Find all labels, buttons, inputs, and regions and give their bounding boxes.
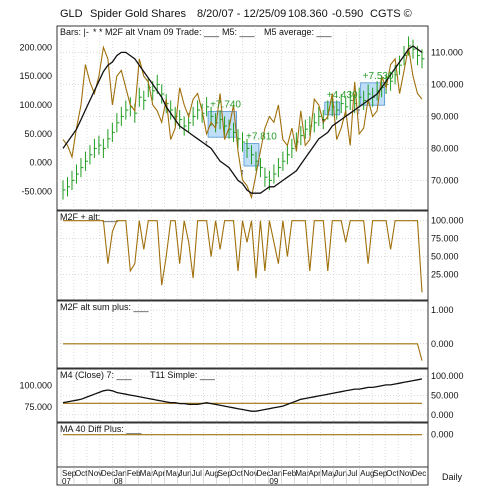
last-price: 108.360 bbox=[288, 8, 328, 20]
left-axis-tick: 50.000 bbox=[24, 129, 52, 139]
legend-entry: M5: ___ bbox=[222, 27, 256, 37]
x-month-label: Sep bbox=[218, 469, 233, 478]
trade-gain-label: +4.430 bbox=[327, 90, 358, 101]
price-change: -0.590 bbox=[332, 8, 363, 20]
right-axis-tick: 100.000 bbox=[431, 79, 464, 89]
series-line bbox=[62, 378, 423, 412]
panel-2: 100.000 75.000 50.000 25.000 M2F + alt: ___ bbox=[56, 210, 464, 301]
x-month-label: Aug bbox=[205, 469, 219, 478]
x-month-label: Dec bbox=[412, 469, 426, 478]
x-month-label: Oct bbox=[386, 469, 399, 478]
legend-entry: Bars: |- bbox=[60, 27, 89, 37]
right-axis-tick: 50.000 bbox=[431, 391, 459, 401]
trade-gain-label: +7.530 bbox=[363, 71, 394, 82]
right-axis-tick: 110.000 bbox=[431, 47, 463, 57]
right-axis-tick: 100.000 bbox=[431, 216, 464, 226]
x-month-label: Oct bbox=[75, 469, 88, 478]
x-month-label: Aug bbox=[360, 469, 374, 478]
chart-date-range: 8/20/07 - 12/25/09 bbox=[197, 8, 286, 20]
right-axis-tick: 80.000 bbox=[431, 143, 459, 153]
series-line bbox=[63, 343, 423, 361]
left-axis-tick: 75.000 bbox=[24, 402, 52, 412]
x-month-label: Mar bbox=[295, 469, 309, 478]
x-month-label: Nov bbox=[399, 469, 413, 478]
x-year-label: 07 bbox=[62, 477, 71, 486]
panel-title: M4 (Close) 7: ___ bbox=[60, 370, 133, 380]
x-month-label: May bbox=[166, 469, 181, 478]
panel-series bbox=[62, 378, 423, 412]
trade-entry-arrow: ↑ bbox=[204, 138, 209, 148]
x-month-label: Dec bbox=[256, 469, 270, 478]
trade-entry-arrow: ↑ bbox=[240, 167, 245, 177]
x-month-label: Jan bbox=[114, 469, 127, 478]
right-axis-tick: 75.000 bbox=[431, 234, 459, 244]
x-month-label: Oct bbox=[231, 469, 244, 478]
x-month-label: Feb bbox=[127, 469, 141, 478]
x-month-label: Jan bbox=[269, 469, 282, 478]
brand-label: CGTS © bbox=[370, 8, 412, 20]
series-line bbox=[62, 45, 423, 200]
legend-entry: * * M2F alt Vnam 09 Trade: ___ bbox=[93, 27, 220, 37]
panel-1: 110.000 100.000 90.000 80.000 70.000 200.000 1… bbox=[19, 25, 464, 211]
panel-3: 1.000 0.000 M2F alt sum plus: ___ bbox=[56, 300, 454, 369]
legend-entry: M5 average: ___ bbox=[264, 27, 333, 37]
x-month-label: Mar bbox=[140, 469, 154, 478]
left-axis-tick: 200.000 bbox=[19, 42, 52, 52]
x-month-label: Apr bbox=[308, 469, 321, 478]
trade-gain-label: +7.740 bbox=[210, 100, 241, 111]
series-line bbox=[62, 45, 423, 194]
panel-5: 0.000 MA 40 Diff Plus: ___ bbox=[56, 422, 454, 468]
right-axis-tick: 90.000 bbox=[431, 111, 459, 121]
x-month-label: Feb bbox=[282, 469, 296, 478]
series-line bbox=[63, 220, 423, 293]
x-month-label: May bbox=[321, 469, 336, 478]
panel-subtitle: T11 Simple: ___ bbox=[150, 370, 216, 380]
x-month-label: Jul bbox=[192, 469, 202, 478]
panel-series bbox=[63, 220, 423, 293]
panel-series bbox=[62, 36, 425, 200]
x-month-label: Jun bbox=[179, 469, 192, 478]
right-axis-tick: 25.000 bbox=[431, 269, 459, 279]
x-month-label: Nov bbox=[244, 469, 258, 478]
trade-entry-arrow: ↑ bbox=[321, 116, 326, 126]
trade-entry-arrow: ↑ bbox=[357, 106, 362, 116]
x-month-label: Jun bbox=[334, 469, 347, 478]
right-axis-tick: 0.000 bbox=[431, 430, 454, 440]
x-month-label: Apr bbox=[153, 469, 166, 478]
period-label: Daily bbox=[442, 472, 463, 482]
x-year-label: 08 bbox=[114, 477, 123, 486]
left-axis-tick: 100.000 bbox=[19, 100, 52, 110]
panel-title: MA 40 Diff Plus: ___ bbox=[60, 424, 142, 434]
x-month-label: Nov bbox=[88, 469, 102, 478]
x-year-label: 09 bbox=[269, 477, 278, 486]
right-axis-tick: 0.000 bbox=[431, 339, 454, 349]
x-month-label: Dec bbox=[101, 469, 115, 478]
left-axis-tick: 100.000 bbox=[19, 381, 52, 391]
panel-4: 100.000 50.000 0.000 100.000 75.000 M4 (Close… bbox=[19, 368, 464, 423]
x-month-label: Sep bbox=[373, 469, 388, 478]
chart-symbol: GLD bbox=[60, 8, 83, 20]
chart-instrument-name: Spider Gold Shares bbox=[90, 8, 186, 20]
panel-title: M2F alt sum plus: ___ bbox=[60, 302, 150, 312]
panel-series bbox=[63, 343, 423, 361]
right-axis-tick: 1.000 bbox=[431, 305, 454, 315]
right-axis-tick: 50.000 bbox=[431, 252, 459, 262]
left-axis-tick: 0.000 bbox=[29, 158, 52, 168]
left-axis-tick: -50.000 bbox=[21, 187, 52, 197]
right-axis-tick: 100.000 bbox=[431, 371, 464, 381]
left-axis-tick: 150.000 bbox=[19, 71, 52, 81]
right-axis-tick: 0.000 bbox=[431, 410, 454, 420]
panel-title: M2F + alt: ___ bbox=[60, 212, 119, 222]
x-month-label: Sep bbox=[62, 469, 77, 478]
right-axis-tick: 70.000 bbox=[431, 175, 459, 185]
trade-gain-label: +7.810 bbox=[246, 132, 277, 143]
x-month-label: Jul bbox=[347, 469, 357, 478]
